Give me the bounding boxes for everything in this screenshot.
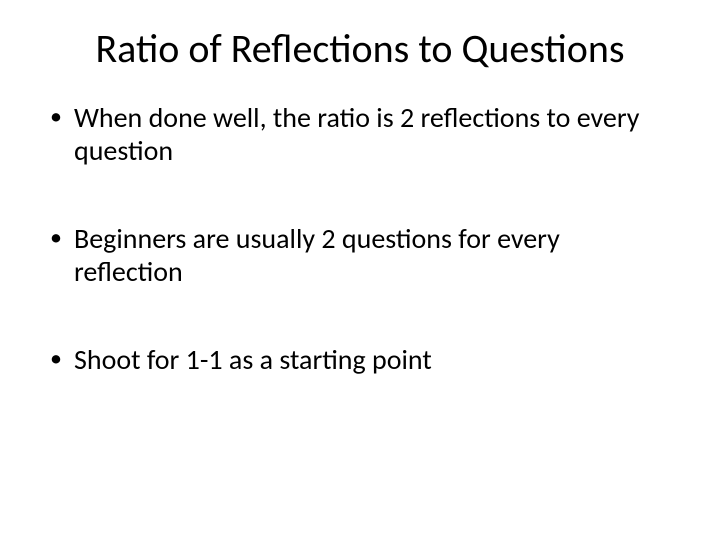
slide: Ratio of Reflections to Questions When d… [0, 0, 720, 540]
bullet-item: Shoot for 1-1 as a starting point [48, 343, 672, 376]
bullet-item: When done well, the ratio is 2 reflectio… [48, 101, 672, 167]
bullet-list: When done well, the ratio is 2 reflectio… [48, 101, 672, 376]
slide-title: Ratio of Reflections to Questions [48, 24, 672, 73]
slide-body: When done well, the ratio is 2 reflectio… [48, 101, 672, 376]
bullet-item: Beginners are usually 2 questions for ev… [48, 222, 672, 288]
